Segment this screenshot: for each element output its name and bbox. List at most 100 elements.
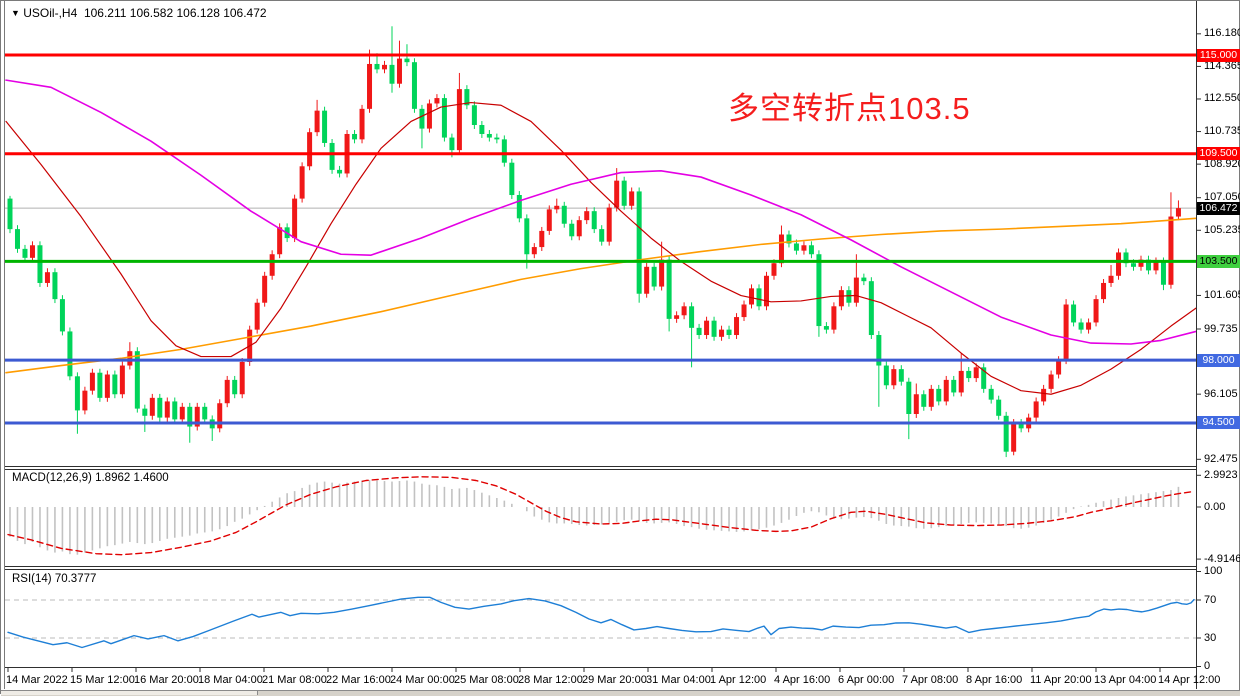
candle-body-up	[104, 374, 110, 398]
candle-body-up	[239, 361, 245, 395]
time-axis-label: 1 Apr 12:00	[710, 674, 767, 686]
candle-body-up	[89, 372, 95, 391]
candle-body-up	[367, 63, 373, 109]
candle-body-up	[254, 302, 260, 330]
candle-body-down	[134, 351, 140, 409]
candle-body-down	[187, 406, 193, 427]
indicator-axis-label: 0.00	[1204, 500, 1226, 513]
candle-body-down	[621, 180, 627, 206]
candle-body-up	[82, 390, 88, 411]
candle-body-down	[52, 272, 58, 300]
candle-body-up	[1175, 208, 1181, 217]
candle-body-down	[14, 229, 20, 249]
candle-body-down	[786, 234, 792, 244]
level-price-badge: 109.500	[1197, 147, 1240, 161]
price-axis-label: 99.735	[1204, 322, 1238, 335]
candle-body-up	[1093, 299, 1099, 323]
candle-body-up	[734, 317, 740, 336]
candle-body-up	[1086, 322, 1092, 330]
symbol-dropdown-icon[interactable]: ▼	[11, 8, 20, 18]
candle-body-up	[1041, 388, 1047, 402]
macd-indicator-label: MACD(12,26,9) 1.8962 1.4600	[12, 472, 169, 484]
candle-body-up	[262, 275, 268, 303]
candle-body-up	[314, 110, 320, 133]
time-axis-label: 7 Apr 08:00	[902, 674, 959, 686]
candle-body-up	[891, 369, 897, 386]
candle-body-up	[127, 351, 133, 366]
candle-body-up	[741, 304, 747, 318]
candle-body-down	[569, 223, 575, 237]
current-price-badge: 106.472	[1197, 201, 1240, 215]
candle-body-up	[277, 227, 283, 255]
candle-body-down	[501, 139, 507, 163]
candle-body-down	[793, 243, 799, 251]
level-price-badge: 103.500	[1197, 254, 1240, 268]
candle-body-down	[524, 218, 530, 255]
symbol-title: USOil-,H4	[23, 6, 78, 20]
candle-body-down	[67, 331, 73, 377]
candle-body-up	[539, 230, 545, 248]
time-axis-label: 13 Apr 04:00	[1094, 674, 1157, 686]
time-axis-label: 18 Mar 04:00	[198, 674, 263, 686]
time-axis-label: 14 Mar 2022	[6, 674, 68, 686]
candle-body-down	[966, 370, 972, 379]
candle-body-up	[674, 315, 680, 319]
candle-body-up	[396, 58, 402, 84]
candle-body-up	[853, 277, 859, 303]
candle-body-down	[22, 248, 28, 258]
ma-magenta	[5, 79, 1197, 345]
time-axis-label: 15 Mar 12:00	[70, 674, 135, 686]
candle-body-down	[516, 195, 522, 219]
candle-body-down	[591, 211, 597, 230]
candle-body-up	[434, 98, 440, 104]
candle-body-down	[37, 245, 43, 283]
candle-body-down	[441, 98, 447, 138]
candle-body-down	[157, 397, 163, 418]
candle-body-down	[232, 379, 238, 395]
candle-body-up	[838, 290, 844, 307]
candle-body-down	[1160, 261, 1166, 285]
candle-body-up	[749, 288, 755, 305]
indicator-axis-label: 2.9923	[1204, 468, 1238, 481]
candle-body-down	[329, 142, 335, 170]
candle-body-up	[554, 205, 560, 210]
candle-body-up	[426, 103, 432, 129]
candle-body-down	[419, 108, 425, 129]
candle-body-up	[1056, 360, 1062, 375]
candle-body-up	[1153, 261, 1159, 271]
candle-body-up	[179, 406, 185, 420]
candle-body-down	[666, 259, 672, 319]
candle-body-down	[404, 58, 410, 63]
price-axis-label: 108.920	[1204, 157, 1240, 170]
candle-body-up	[913, 394, 919, 414]
candle-body-down	[411, 62, 417, 109]
candle-body-down	[883, 365, 889, 386]
indicator-axis-label: 100	[1204, 565, 1223, 577]
candle-body-up	[704, 320, 710, 336]
time-axis-label: 16 Mar 20:00	[134, 674, 199, 686]
price-axis-label: 112.550	[1204, 92, 1240, 105]
candle-body-down	[936, 388, 942, 402]
price-axis-label: 92.475	[1204, 452, 1238, 465]
symbol-info-bar[interactable]: ▼ USOil-,H4 106.211 106.582 106.128 106.…	[11, 6, 267, 20]
candle-body-down	[996, 399, 1002, 416]
candle-body-down	[142, 408, 148, 416]
candle-body-up	[292, 198, 298, 239]
candle-body-down	[816, 254, 822, 327]
candle-body-up	[224, 379, 230, 404]
candle-body-up	[1108, 275, 1114, 283]
candle-body-down	[337, 169, 343, 174]
candle-body-down	[486, 133, 492, 138]
candle-body-down	[689, 306, 695, 328]
rsi-line	[7, 596, 1195, 649]
candle-body-down	[389, 64, 395, 84]
price-axis-label: 114.365	[1204, 59, 1240, 72]
time-axis-label: 4 Apr 16:00	[774, 674, 831, 686]
candle-body-down	[561, 205, 567, 224]
candle-body-down	[906, 381, 912, 414]
indicator-axis-label: -4.9146	[1204, 552, 1240, 565]
candle-body-up	[973, 367, 979, 379]
candle-body-up	[269, 254, 275, 276]
price-axis-label: 107.050	[1204, 191, 1240, 204]
